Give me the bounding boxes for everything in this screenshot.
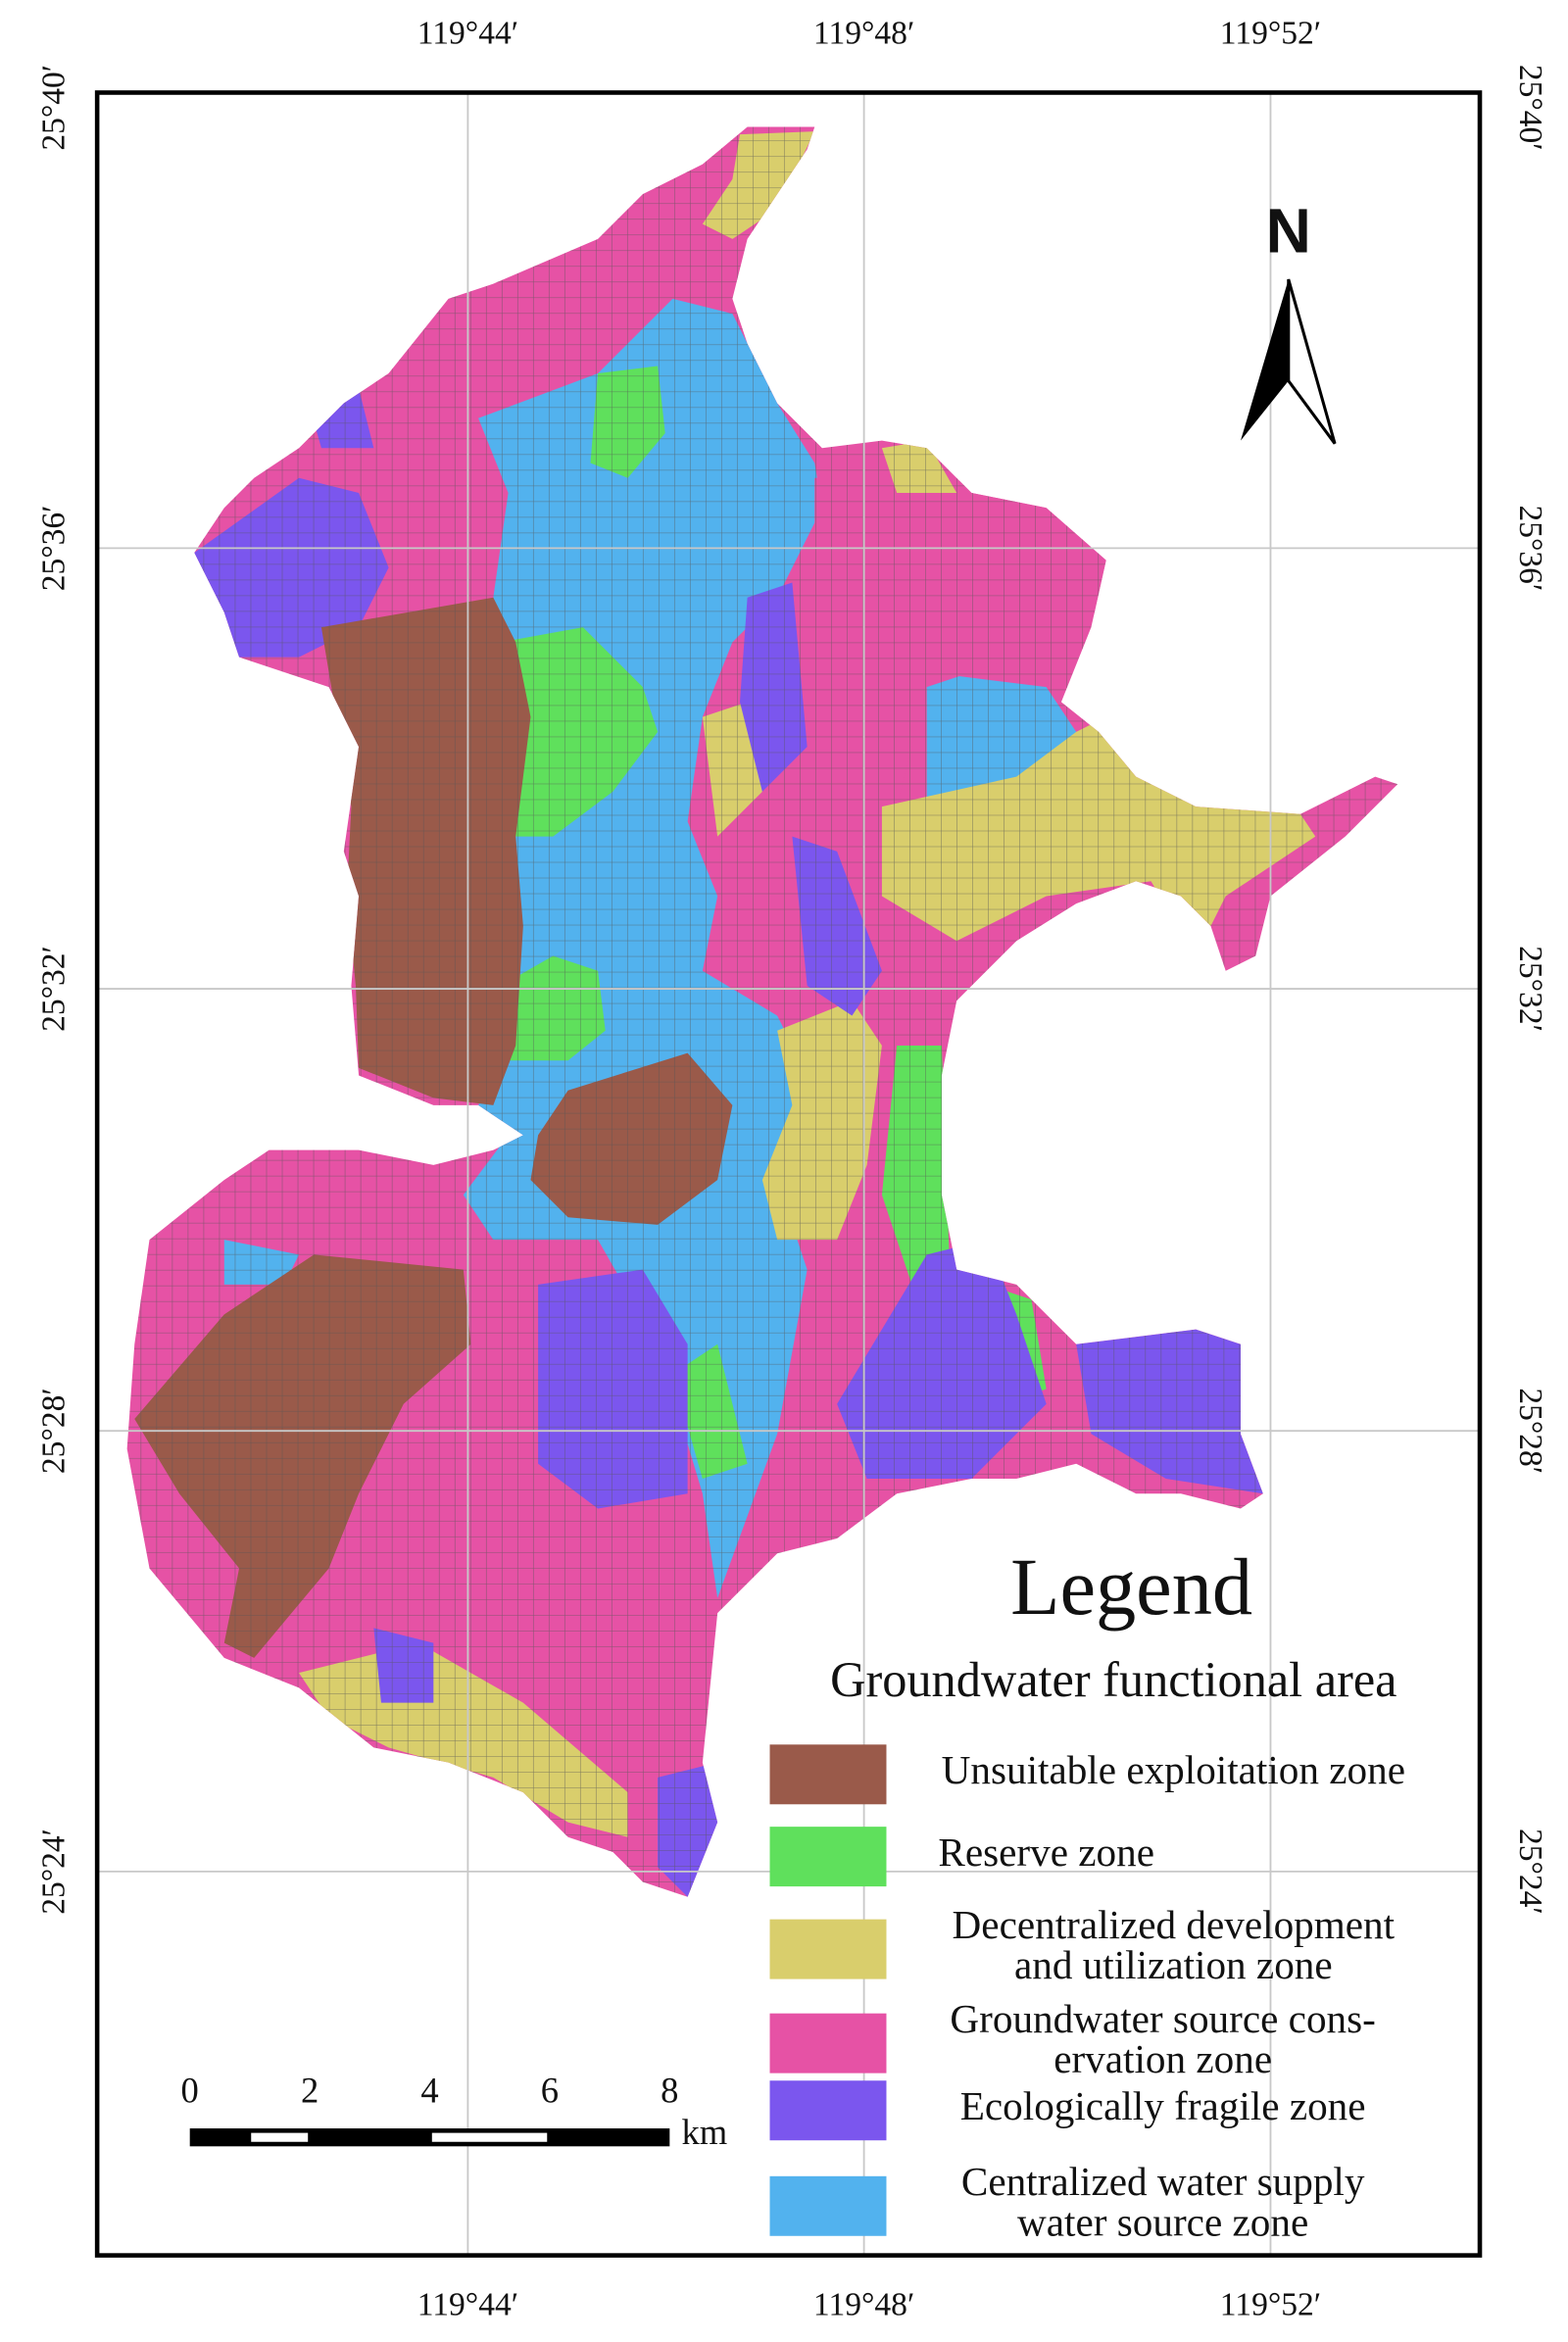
- latitude-label: 25°24′: [1512, 1829, 1548, 1915]
- legend: Legend Groundwater functional area Unsui…: [769, 1542, 1405, 2244]
- scale-label: 4: [420, 2070, 438, 2110]
- longitude-label: 119°48′: [813, 2287, 914, 2323]
- legend-label: Reserve zone: [938, 1830, 1154, 1875]
- longitude-label: 119°52′: [1220, 2287, 1321, 2323]
- longitude-label: 119°44′: [417, 15, 518, 51]
- legend-label: Groundwater source cons-: [950, 1996, 1375, 2041]
- legend-swatch: [769, 2175, 887, 2236]
- latitude-label: 25°28′: [36, 1388, 73, 1474]
- scale-unit: km: [682, 2112, 728, 2152]
- legend-title: Legend: [1010, 1542, 1252, 1632]
- scale-bar-gap: [251, 2132, 309, 2142]
- legend-swatch: [769, 1919, 887, 1979]
- scale-label: 2: [301, 2070, 318, 2110]
- legend-label: and utilization zone: [1014, 1942, 1333, 1987]
- latitude-label: 25°36′: [1512, 506, 1548, 592]
- legend-label: water source zone: [1017, 2199, 1308, 2244]
- north-label: N: [1266, 196, 1311, 267]
- latitude-label: 25°32′: [1512, 946, 1548, 1032]
- scale-label: 0: [181, 2070, 199, 2110]
- legend-subtitle: Groundwater functional area: [830, 1652, 1396, 1707]
- latitude-label: 25°28′: [1512, 1388, 1548, 1474]
- legend-swatch: [769, 2013, 887, 2074]
- legend-swatch: [769, 1744, 887, 1805]
- scale-bar: 0 2 4 6 8km: [181, 2070, 728, 2152]
- latitude-label: 25°36′: [36, 506, 73, 592]
- latitude-label: 25°32′: [36, 946, 73, 1032]
- scale-bar-gap: [431, 2132, 548, 2142]
- arrow-half: [1287, 278, 1337, 445]
- legend-label: Centralized water supply: [961, 2159, 1365, 2204]
- legend-label: Ecologically fragile zone: [960, 2083, 1366, 2128]
- scale-bar-body: [189, 2128, 670, 2147]
- scale-label: 8: [661, 2070, 678, 2110]
- legend-swatch: [769, 2080, 887, 2141]
- map-frame: [94, 90, 1483, 2258]
- legend-label: ervation zone: [1054, 2036, 1272, 2081]
- latitude-label: 25°24′: [36, 1829, 73, 1915]
- legend-label: Decentralized development: [953, 1902, 1396, 1947]
- latitude-label: 25°40′: [36, 65, 73, 151]
- longitude-label: 119°48′: [813, 15, 914, 51]
- legend-swatch: [769, 1827, 887, 1887]
- legend-label: Unsuitable exploitation zone: [942, 1747, 1405, 1792]
- longitude-label: 119°44′: [417, 2287, 518, 2323]
- arrow-half: [1240, 279, 1289, 441]
- scale-label: 6: [541, 2070, 559, 2110]
- coordinate-labels: 119°44′ 119°48′ 119°52′ 119°44′ 119°48′ …: [36, 15, 1548, 2322]
- north-arrow: N: [1240, 196, 1337, 445]
- longitude-label: 119°52′: [1220, 15, 1321, 51]
- latitude-label: 25°40′: [1512, 65, 1548, 151]
